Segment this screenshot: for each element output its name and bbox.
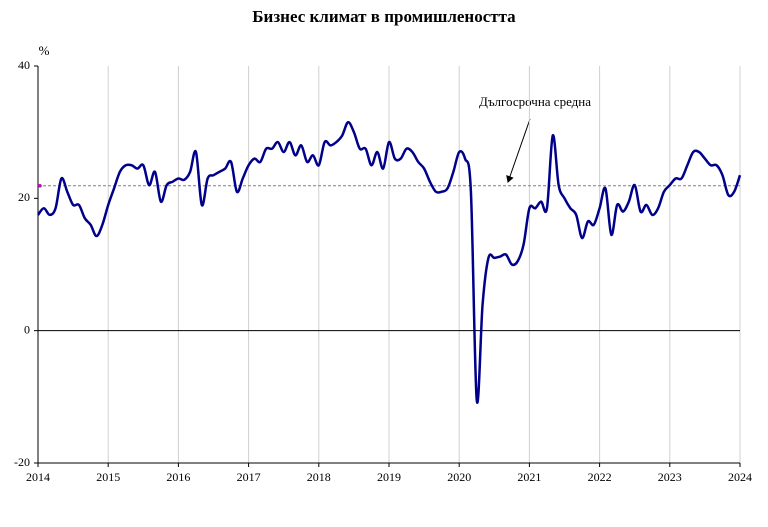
x-tick-label: 2014 bbox=[26, 470, 50, 484]
x-tick-label: 2016 bbox=[166, 470, 190, 484]
annotation: Дългосрочна средна bbox=[479, 94, 591, 109]
x-tick-label: 2017 bbox=[237, 470, 261, 484]
chart-title: Бизнес климат в промишлеността bbox=[252, 7, 516, 26]
x-tick-label: 2022 bbox=[588, 470, 612, 484]
x-tick-label: 2020 bbox=[447, 470, 471, 484]
x-tick-label: 2021 bbox=[517, 470, 541, 484]
x-tick-label: 2015 bbox=[96, 470, 120, 484]
annotation-arrow bbox=[506, 118, 531, 183]
average-marker bbox=[38, 183, 42, 188]
data-line bbox=[37, 120, 742, 404]
x-tick-label: 2023 bbox=[658, 470, 682, 484]
x-tick-label: 2018 bbox=[307, 470, 331, 484]
y-tick-label: 0 bbox=[24, 322, 30, 336]
x-tick-label: 2019 bbox=[377, 470, 401, 484]
y-tick-label: 20 bbox=[18, 190, 30, 204]
y-tick-label: -20 bbox=[14, 455, 30, 469]
y-axis-label: % bbox=[39, 43, 50, 58]
y-tick-label: 40 bbox=[18, 58, 30, 72]
x-tick-label: 2024 bbox=[728, 470, 752, 484]
